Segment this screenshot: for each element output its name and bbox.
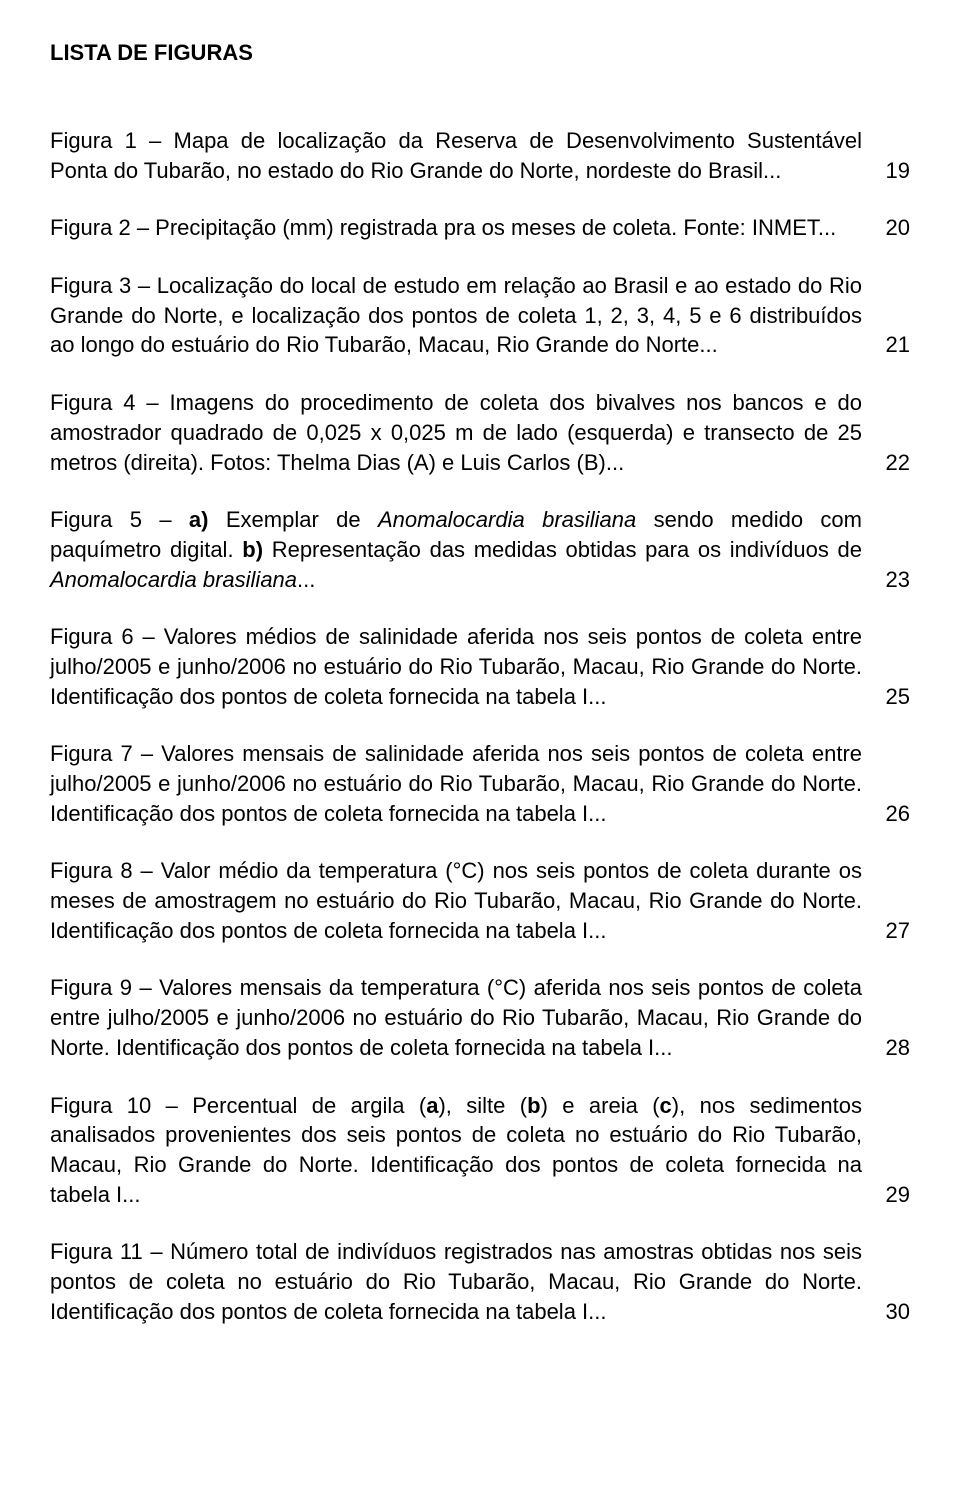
figure-entry-text: Figura 10 – Percentual de argila (a), si… (50, 1091, 862, 1210)
figure-entry-page: 25 (862, 682, 910, 712)
figure-entry-text: Figura 8 – Valor médio da temperatura (°… (50, 856, 862, 945)
figure-entry: Figura 3 – Localização do local de estud… (50, 271, 910, 360)
figure-entry-page: 28 (862, 1033, 910, 1063)
figure-entry-page: 22 (862, 448, 910, 478)
figure-entry-text: Figura 7 – Valores mensais de salinidade… (50, 739, 862, 828)
figure-entry-page: 20 (862, 213, 910, 243)
figure-entry-page: 30 (862, 1297, 910, 1327)
figure-entry-page: 19 (862, 156, 910, 186)
figure-entry-page: 23 (862, 565, 910, 595)
figure-entry-page: 29 (862, 1180, 910, 1210)
figure-entry: Figura 6 – Valores médios de salinidade … (50, 622, 910, 711)
figure-entry: Figura 10 – Percentual de argila (a), si… (50, 1091, 910, 1210)
figure-entry-page: 27 (862, 916, 910, 946)
figure-entry: Figura 2 – Precipitação (mm) registrada … (50, 213, 910, 243)
figure-entry-text: Figura 9 – Valores mensais da temperatur… (50, 973, 862, 1062)
page-container: LISTA DE FIGURAS Figura 1 – Mapa de loca… (0, 0, 960, 1509)
figure-entry-text: Figura 1 – Mapa de localização da Reserv… (50, 126, 862, 185)
figure-entry-text: Figura 2 – Precipitação (mm) registrada … (50, 213, 862, 243)
figure-entry-text: Figura 5 – a) Exemplar de Anomalocardia … (50, 505, 862, 594)
figure-entry-text: Figura 6 – Valores médios de salinidade … (50, 622, 862, 711)
figure-entry: Figura 9 – Valores mensais da temperatur… (50, 973, 910, 1062)
figure-entry-text: Figura 3 – Localização do local de estud… (50, 271, 862, 360)
entries-list: Figura 1 – Mapa de localização da Reserv… (50, 126, 910, 1326)
figure-entry-page: 26 (862, 799, 910, 829)
list-title: LISTA DE FIGURAS (50, 40, 910, 66)
figure-entry: Figura 1 – Mapa de localização da Reserv… (50, 126, 910, 185)
figure-entry-page: 21 (862, 330, 910, 360)
figure-entry: Figura 8 – Valor médio da temperatura (°… (50, 856, 910, 945)
figure-entry-text: Figura 4 – Imagens do procedimento de co… (50, 388, 862, 477)
figure-entry: Figura 4 – Imagens do procedimento de co… (50, 388, 910, 477)
figure-entry-text: Figura 11 – Número total de indivíduos r… (50, 1237, 862, 1326)
figure-entry: Figura 11 – Número total de indivíduos r… (50, 1237, 910, 1326)
figure-entry: Figura 5 – a) Exemplar de Anomalocardia … (50, 505, 910, 594)
figure-entry: Figura 7 – Valores mensais de salinidade… (50, 739, 910, 828)
